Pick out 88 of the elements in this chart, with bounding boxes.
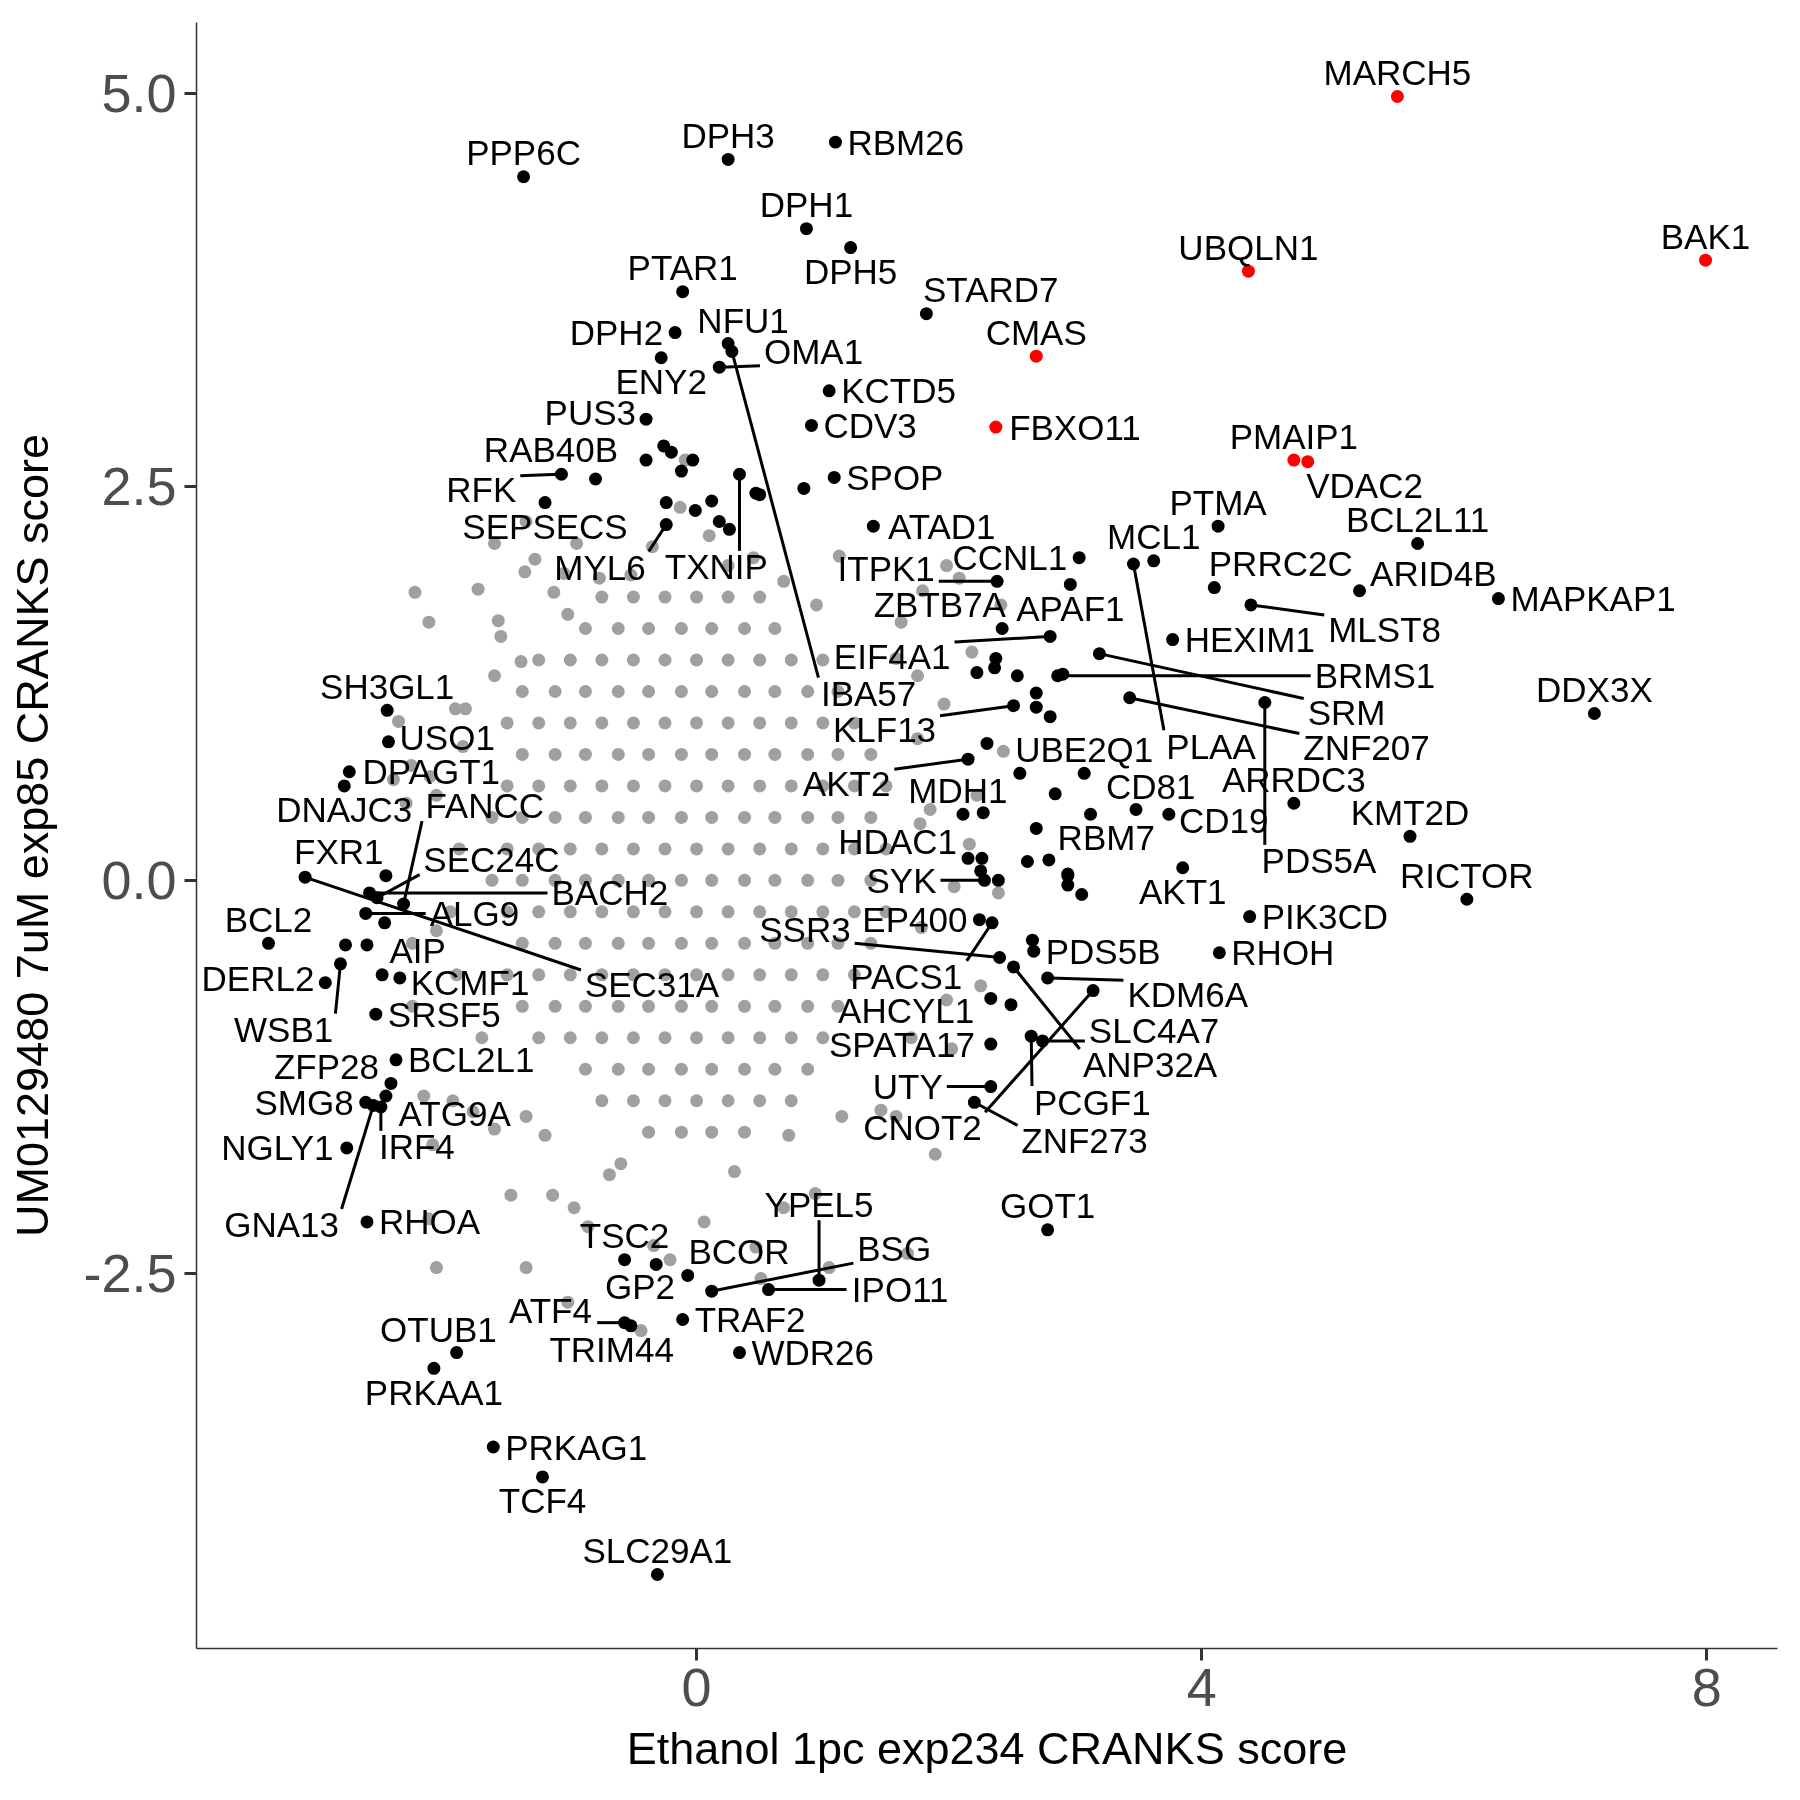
annotation: RAB40B [483,430,619,470]
annotation: PDS5A [1261,841,1378,881]
annotation: SYK [866,860,937,900]
annotation: MARCH5 [1323,52,1472,92]
annotation: UBQLN1 [1178,227,1319,267]
annotation: PPP6C [466,133,581,173]
annotation: TCF4 [498,1481,587,1521]
y-tick-label: 5.0 [101,62,177,123]
annotation: DPH1 [759,185,854,225]
annotation: APAF1 [1016,588,1125,628]
annotation: FBXO11 [1009,407,1141,447]
annotation: BRMS1 [1314,656,1436,696]
annotation: PCGF1 [1034,1082,1151,1122]
annotation: CMAS [985,312,1087,352]
annotation: SH3GL1 [320,666,455,706]
x-tick-label: 4 [1186,1656,1217,1717]
annotation: EP400 [862,900,968,940]
annotation: BCOR [688,1231,790,1271]
annotation: BAK1 [1660,216,1751,256]
annotation: GOT1 [999,1186,1096,1226]
annotation: MLST8 [1328,609,1442,649]
point [1301,455,1315,469]
annotation: AKT2 [802,763,891,803]
y-tick-label: 2.5 [101,456,177,517]
annotation: ALG9 [429,893,520,933]
annotation: PMAIP1 [1229,416,1359,456]
point [1287,453,1301,467]
annotation: DDX3X [1536,670,1653,710]
point [1029,349,1043,363]
annotation: GP2 [605,1267,676,1307]
annotation: DPH5 [803,252,898,292]
annotation: UTY [872,1067,943,1107]
annotation: SSR3 [759,909,851,949]
annotation: ARID4B [1370,554,1497,594]
annotation: YPEL5 [764,1184,874,1224]
annotation: HDAC1 [838,821,957,861]
x-tick-label: 0 [681,1656,712,1717]
annotation: RHOA [378,1202,481,1242]
annotation: PRKAA1 [364,1372,503,1412]
annotation: IPO11 [851,1270,949,1310]
annotation: SEPSECS [462,507,628,547]
annotation: TRIM44 [549,1329,674,1369]
annotation: PTAR1 [627,248,738,288]
annotation: DERL2 [201,959,315,999]
point [989,420,1003,434]
annotation: BCL2L1 [408,1040,535,1080]
annotation: UBE2Q1 [1015,729,1154,769]
annotation: PDS5B [1045,931,1161,971]
annotation: MYL6 [554,547,646,587]
annotation: HEXIM1 [1184,620,1315,660]
x-axis-title: Ethanol 1pc exp234 CRANKS score [626,1722,1348,1774]
annotation: ATF4 [508,1291,592,1331]
annotation: TXNIP [664,547,768,587]
annotation: RBM7 [1057,817,1155,857]
annotation: MDH1 [908,770,1008,810]
annotation: GNA13 [224,1205,339,1245]
annotation: PRRC2C [1208,544,1353,584]
annotation: PLAA [1166,726,1257,766]
annotation: KDM6A [1127,974,1249,1014]
point [1390,89,1404,103]
annotation: OTUB1 [380,1309,497,1349]
y-axis-title: UM0129480 7uM exp85 CRANKS score [7,434,59,1237]
annotation: SLC29A1 [582,1531,733,1571]
annotation: RFK [446,470,517,510]
x-tick-label: 8 [1691,1656,1722,1717]
y-tick-label: 0.0 [101,849,177,910]
annotation: DNAJC3 [276,790,413,830]
annotation: AKT1 [1138,872,1227,912]
annotation: NGLY1 [221,1128,334,1168]
annotation: MAPKAP1 [1510,579,1676,619]
annotation: BCL2 [224,899,313,939]
annotation: KMT2D [1350,792,1470,832]
annotation: SPOP [846,457,944,497]
annotation: FXR1 [294,832,384,872]
annotation: DPH2 [569,313,664,353]
annotation: TSC2 [579,1216,670,1256]
annotation: SEC31A [584,965,720,1005]
annotation: RBM26 [847,122,965,162]
annotation: STARD7 [923,270,1059,310]
annotation: CNOT2 [863,1108,982,1148]
annotation: RICTOR [1400,855,1534,895]
annotation: DPH3 [681,115,775,155]
annotation: PRKAG1 [505,1427,648,1467]
annotation: ZNF273 [1021,1120,1148,1160]
y-tick-label: -2.5 [83,1243,177,1304]
annotation: BSG [857,1229,932,1269]
point [1699,253,1713,267]
annotation: EIF4A1 [833,636,951,676]
